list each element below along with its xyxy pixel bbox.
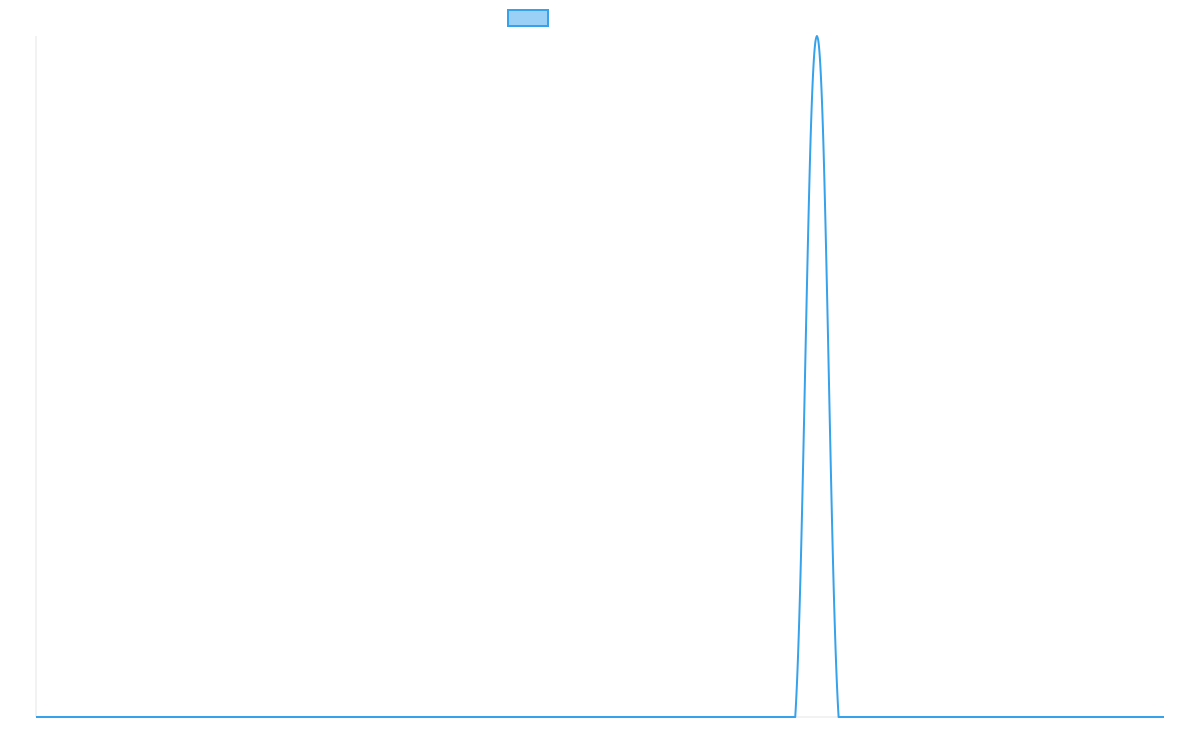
data-point[interactable]: [1161, 714, 1167, 720]
data-point[interactable]: [337, 714, 343, 720]
series-layer: [33, 33, 1167, 720]
data-point[interactable]: [272, 714, 278, 720]
data-point[interactable]: [966, 714, 972, 720]
series-line-0[interactable]: [35, 35, 1164, 719]
data-point[interactable]: [423, 714, 429, 720]
data-point[interactable]: [619, 714, 625, 720]
data-point[interactable]: [55, 714, 61, 720]
data-point[interactable]: [358, 714, 364, 720]
data-point[interactable]: [1118, 714, 1124, 720]
data-point[interactable]: [575, 714, 581, 720]
data-point[interactable]: [792, 714, 798, 720]
data-point[interactable]: [771, 714, 777, 720]
data-point[interactable]: [510, 714, 516, 720]
data-point[interactable]: [1009, 714, 1015, 720]
data-point[interactable]: [250, 714, 256, 720]
data-point[interactable]: [684, 714, 690, 720]
data-point[interactable]: [445, 714, 451, 720]
data-point[interactable]: [489, 714, 495, 720]
data-point[interactable]: [185, 714, 191, 720]
data-point[interactable]: [554, 714, 560, 720]
data-point[interactable]: [380, 714, 386, 720]
data-point[interactable]: [705, 714, 711, 720]
data-point[interactable]: [944, 714, 950, 720]
data-point[interactable]: [98, 714, 104, 720]
data-point[interactable]: [640, 714, 646, 720]
data-point[interactable]: [857, 714, 863, 720]
data-point[interactable]: [879, 714, 885, 720]
data-point[interactable]: [597, 714, 603, 720]
data-point[interactable]: [120, 714, 126, 720]
data-point[interactable]: [1031, 714, 1037, 720]
data-point[interactable]: [141, 714, 147, 720]
data-point[interactable]: [1053, 714, 1059, 720]
data-point[interactable]: [33, 714, 39, 720]
legend-swatch[interactable]: [507, 9, 549, 27]
data-point[interactable]: [727, 714, 733, 720]
data-point[interactable]: [163, 714, 169, 720]
data-point[interactable]: [315, 714, 321, 720]
data-point[interactable]: [293, 714, 299, 720]
data-point[interactable]: [662, 714, 668, 720]
data-point[interactable]: [228, 714, 234, 720]
data-point[interactable]: [207, 714, 213, 720]
data-point[interactable]: [814, 33, 820, 39]
data-point[interactable]: [1096, 714, 1102, 720]
data-point[interactable]: [749, 714, 755, 720]
data-point[interactable]: [922, 714, 928, 720]
data-point[interactable]: [532, 714, 538, 720]
data-point[interactable]: [1074, 714, 1080, 720]
data-point[interactable]: [402, 714, 408, 720]
data-point[interactable]: [901, 714, 907, 720]
legend[interactable]: [507, 9, 549, 27]
data-point[interactable]: [467, 714, 473, 720]
data-point[interactable]: [836, 714, 842, 720]
data-point[interactable]: [987, 714, 993, 720]
data-point[interactable]: [76, 714, 82, 720]
data-point[interactable]: [1139, 714, 1145, 720]
